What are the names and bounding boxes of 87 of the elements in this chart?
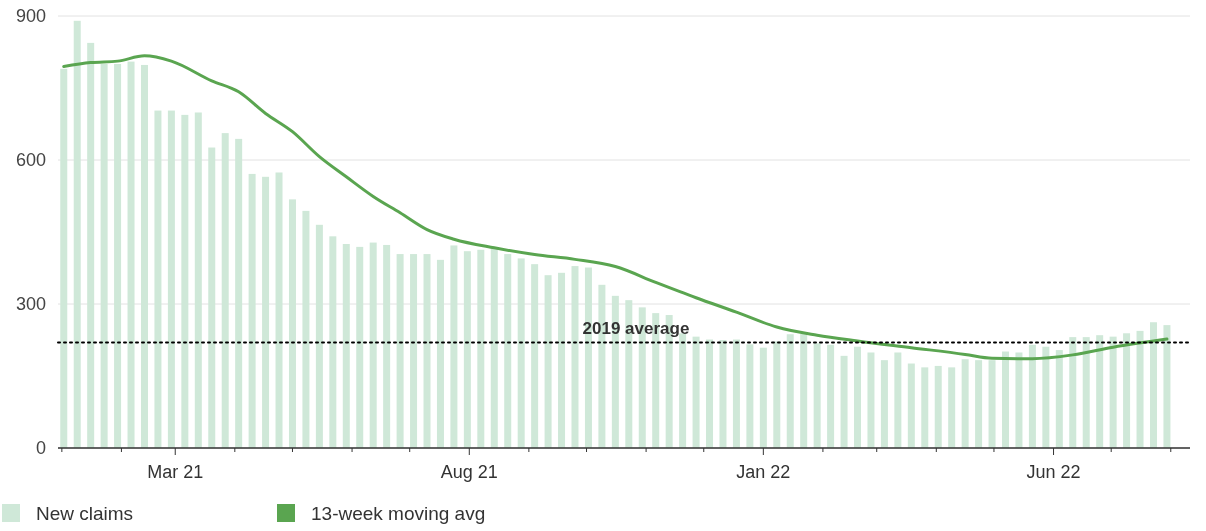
bar — [800, 333, 808, 448]
bar — [1109, 336, 1117, 448]
bar — [410, 254, 418, 448]
bar — [948, 367, 956, 448]
bar — [1123, 333, 1131, 448]
bar — [907, 363, 915, 448]
bar — [490, 248, 498, 448]
bar — [1015, 352, 1023, 448]
bar — [692, 336, 700, 448]
y-tick-label: 0 — [35, 438, 46, 459]
bar — [517, 258, 525, 448]
bar — [759, 347, 767, 448]
bar — [208, 147, 216, 448]
bar — [248, 173, 256, 448]
bar — [975, 360, 983, 448]
bar — [181, 114, 189, 448]
bar — [1136, 330, 1144, 448]
bar — [840, 355, 848, 448]
bar — [369, 242, 377, 448]
bar — [571, 266, 579, 448]
bar — [60, 68, 68, 448]
bar — [342, 244, 350, 448]
bar — [504, 254, 512, 448]
bar — [1082, 337, 1090, 448]
bar — [315, 224, 323, 448]
bar — [531, 264, 539, 448]
bar — [100, 64, 108, 448]
bar — [773, 341, 781, 448]
bar — [934, 365, 942, 448]
bar — [1069, 337, 1077, 448]
legend-label: New claims — [36, 503, 134, 524]
bar — [706, 339, 714, 448]
bar — [786, 334, 794, 448]
bar — [221, 133, 229, 448]
bar — [719, 340, 727, 448]
bar — [988, 360, 996, 448]
bar — [867, 352, 875, 448]
bar — [1096, 335, 1104, 448]
bar — [87, 42, 95, 448]
bar — [463, 251, 471, 448]
bar — [329, 236, 337, 448]
x-tick-label: Jun 22 — [1026, 462, 1081, 482]
bar — [894, 352, 902, 448]
legend-label: 13-week moving avg — [311, 503, 486, 524]
bar — [921, 367, 929, 448]
bar — [154, 110, 162, 448]
bar — [1002, 351, 1009, 448]
bar — [746, 344, 754, 448]
bar — [436, 259, 444, 448]
x-tick-label: Mar 21 — [147, 462, 204, 482]
bar — [423, 254, 431, 448]
bar — [73, 20, 81, 448]
bar — [1055, 350, 1063, 448]
line-series — [62, 54, 1169, 361]
bar — [1028, 344, 1036, 448]
bar — [544, 275, 552, 448]
bar — [383, 244, 391, 448]
x-tick-label: Aug 21 — [440, 462, 498, 482]
bar — [167, 110, 175, 448]
bar — [275, 172, 283, 448]
bar — [827, 344, 835, 448]
bar — [558, 272, 566, 448]
x-tick-label: Jan 22 — [736, 462, 791, 482]
ref-line-label: 2019 average — [582, 319, 690, 339]
bar — [961, 359, 969, 448]
y-tick-label: 300 — [15, 294, 46, 315]
bar — [880, 360, 888, 448]
bar — [114, 64, 122, 448]
bar — [1149, 322, 1157, 448]
bar — [356, 246, 364, 448]
bar — [235, 138, 243, 448]
bar — [854, 346, 862, 448]
bar — [813, 343, 821, 448]
bar — [302, 210, 310, 448]
bar — [194, 112, 202, 448]
bar — [127, 61, 135, 448]
y-tick-label: 900 — [15, 6, 46, 27]
bar — [396, 254, 404, 448]
bar — [262, 176, 270, 448]
bar — [140, 64, 148, 448]
y-tick-label: 600 — [15, 150, 46, 171]
bar — [1163, 325, 1171, 448]
bar — [450, 245, 458, 448]
bar — [732, 339, 740, 448]
bar — [1042, 346, 1050, 448]
bar — [477, 249, 485, 448]
bar — [288, 199, 296, 448]
